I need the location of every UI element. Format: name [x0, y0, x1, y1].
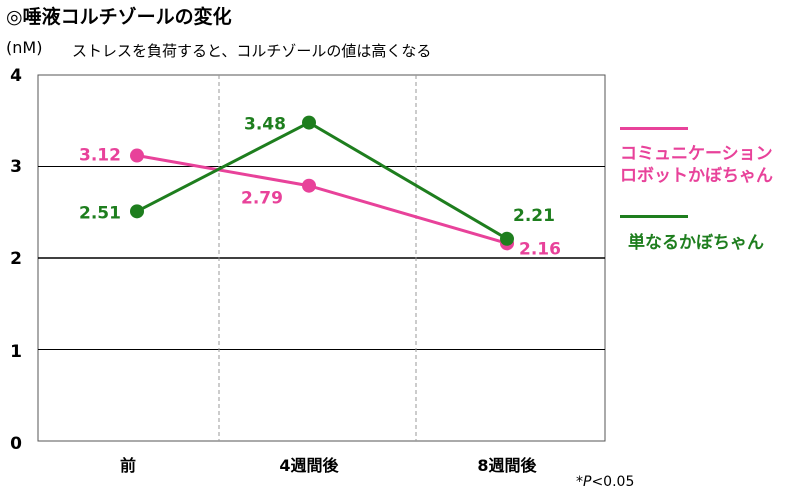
legend-label-plain: 単なるかぼちゃん	[628, 233, 764, 253]
legend-label-robot-line1: コミュニケーション	[620, 144, 773, 164]
series-line-0	[136, 154, 508, 245]
series-1-label-0: 2.51	[79, 203, 121, 223]
x-tick-before: 前	[119, 456, 136, 475]
legend-label-robot: コミュニケーション ロボットかぼちゃん	[620, 143, 773, 187]
note-asterisk: *	[576, 474, 583, 490]
y-tick-3: 3	[10, 157, 22, 177]
chart-title: ◎唾液コルチゾールの変化	[6, 6, 232, 28]
y-axis-unit: (nM)	[6, 38, 43, 57]
note-p: P	[583, 474, 592, 490]
x-tick-4weeks: 4週間後	[279, 456, 339, 475]
series-0-label-1: 2.79	[241, 189, 283, 209]
series-1-point-0	[130, 204, 144, 219]
series-0-point-1	[302, 178, 316, 193]
y-tick-0: 0	[10, 434, 22, 454]
series-0-label-0: 3.12	[79, 146, 121, 166]
significance-note: *P<0.05	[576, 474, 634, 490]
series-0-point-0	[130, 148, 144, 163]
y-tick-4: 4	[10, 66, 22, 86]
series-1-point-1	[302, 115, 316, 130]
x-tick-8weeks: 8週間後	[477, 456, 537, 475]
y-tick-2: 2	[10, 249, 22, 269]
series-0-label-2: 2.16	[519, 239, 561, 259]
series-1-label-2: 2.21	[513, 206, 555, 226]
chart-subtitle: ストレスを負荷すると、コルチゾールの値は高くなる	[72, 42, 432, 60]
legend-label-robot-line2: ロボットかぼちゃん	[620, 166, 773, 186]
note-value: <0.05	[591, 474, 635, 490]
series-1-point-2	[500, 231, 514, 246]
series-1-label-1: 3.48	[244, 115, 286, 135]
legend-swatch-robot	[620, 127, 688, 130]
legend-swatch-plain	[620, 215, 688, 218]
series-line-1	[136, 120, 508, 241]
y-tick-1: 1	[10, 342, 22, 362]
